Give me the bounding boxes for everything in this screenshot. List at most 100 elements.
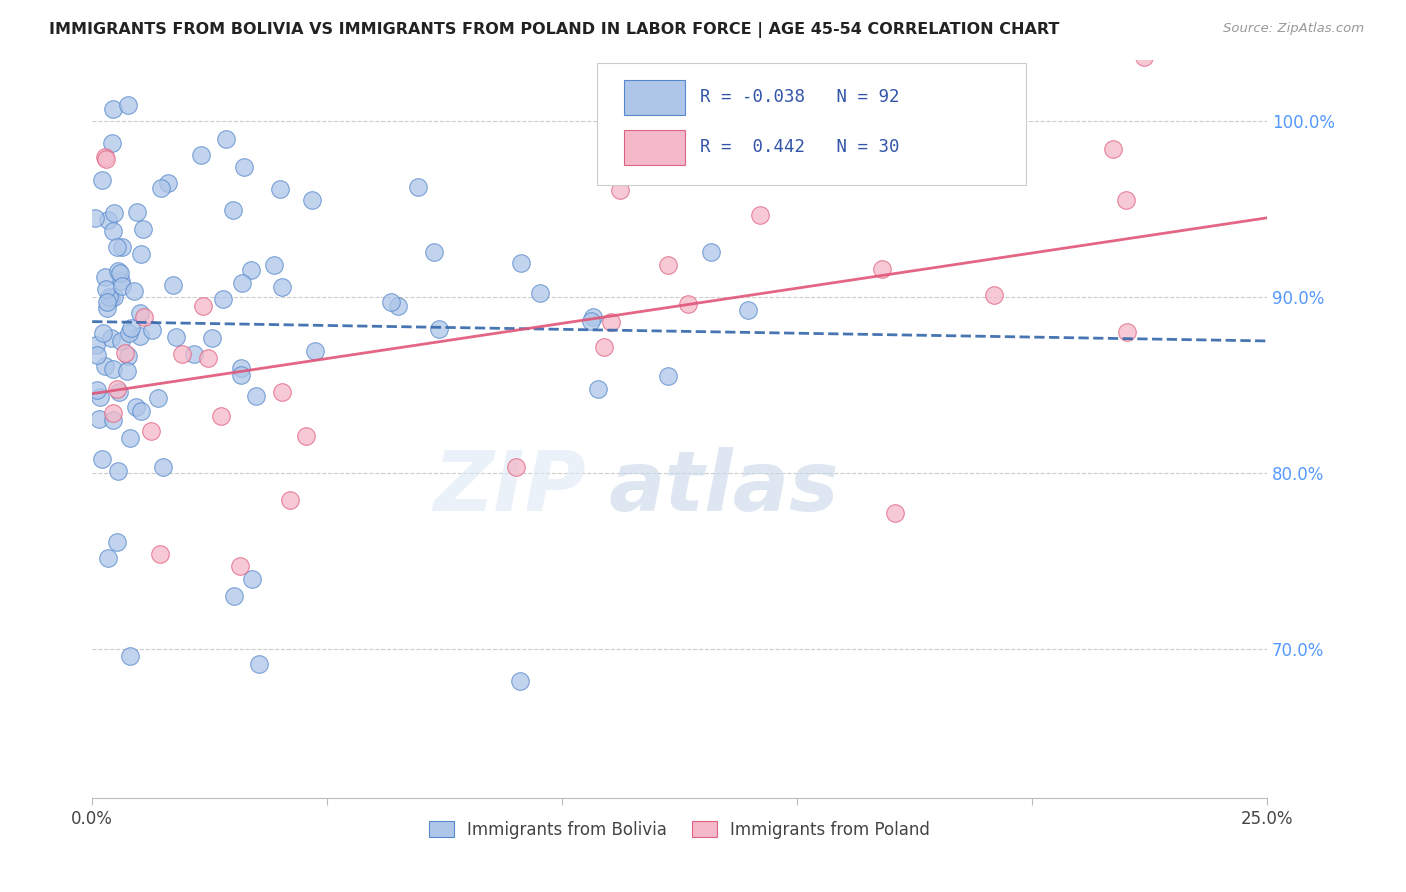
Point <box>215 132 238 146</box>
Text: Source: ZipAtlas.com: Source: ZipAtlas.com <box>1223 22 1364 36</box>
Point <box>1115 325 1137 339</box>
Point <box>172 347 194 361</box>
Point <box>737 303 759 318</box>
Point <box>510 256 533 270</box>
Point <box>149 547 172 561</box>
Point <box>271 280 294 294</box>
Text: ZIP: ZIP <box>433 448 585 528</box>
Point <box>93 150 115 164</box>
Point <box>657 369 679 384</box>
Text: R =  0.442   N = 30: R = 0.442 N = 30 <box>700 138 898 156</box>
Point <box>380 294 402 309</box>
Point <box>870 262 893 277</box>
Text: R = -0.038   N = 92: R = -0.038 N = 92 <box>700 88 898 106</box>
Point <box>212 292 235 306</box>
Point <box>117 349 139 363</box>
Point <box>263 258 285 272</box>
Point <box>657 258 679 272</box>
Bar <box>624 129 685 165</box>
Point <box>129 328 152 343</box>
Point <box>129 306 152 320</box>
Point <box>245 389 267 403</box>
Point <box>529 286 551 301</box>
Point <box>101 406 124 420</box>
Point <box>231 277 253 291</box>
Point <box>97 550 120 565</box>
Point <box>162 277 184 292</box>
Point <box>231 368 253 382</box>
Point <box>229 360 252 375</box>
Point <box>118 431 141 445</box>
Point <box>89 412 111 426</box>
Point <box>101 102 124 116</box>
Point <box>582 310 605 325</box>
Point <box>111 278 134 293</box>
Point <box>131 222 153 236</box>
Point <box>247 657 270 672</box>
Point <box>586 382 609 396</box>
Point <box>100 330 122 344</box>
Point <box>423 244 446 259</box>
Point <box>301 193 323 207</box>
Point <box>96 152 118 166</box>
Point <box>118 648 141 663</box>
Point <box>146 391 169 405</box>
Point <box>278 492 301 507</box>
Text: atlas: atlas <box>609 448 839 528</box>
Point <box>700 245 723 260</box>
Point <box>240 573 263 587</box>
Point <box>599 315 621 329</box>
FancyBboxPatch shape <box>598 63 1026 186</box>
Point <box>294 429 316 443</box>
Point <box>83 211 105 225</box>
Point <box>211 409 233 423</box>
Point <box>191 299 214 313</box>
Point <box>132 310 155 324</box>
Point <box>165 329 187 343</box>
Point <box>129 247 152 261</box>
Point <box>110 334 132 348</box>
Point <box>100 291 122 305</box>
Point <box>105 382 128 396</box>
Point <box>406 180 429 194</box>
Point <box>183 346 205 360</box>
Point <box>111 240 134 254</box>
Point <box>96 301 118 316</box>
Point <box>103 290 125 304</box>
Point <box>96 282 118 296</box>
Point <box>89 390 111 404</box>
Point <box>97 213 120 227</box>
Point <box>190 148 212 162</box>
Point <box>96 294 118 309</box>
Point <box>228 559 250 574</box>
Point <box>592 340 614 354</box>
Point <box>222 590 245 604</box>
Point <box>201 331 224 345</box>
Point <box>156 176 179 190</box>
Point <box>197 351 219 365</box>
Point <box>125 204 148 219</box>
Point <box>107 264 129 278</box>
Point <box>1115 193 1137 207</box>
Point <box>101 412 124 426</box>
Point <box>304 343 326 358</box>
Point <box>387 300 409 314</box>
Point <box>122 284 145 298</box>
Point <box>117 98 139 112</box>
Point <box>115 364 138 378</box>
Point <box>1133 50 1156 64</box>
Point <box>609 183 631 197</box>
Point <box>118 326 141 340</box>
Point <box>222 202 245 217</box>
Legend: Immigrants from Bolivia, Immigrants from Poland: Immigrants from Bolivia, Immigrants from… <box>422 814 936 846</box>
Point <box>90 451 112 466</box>
Point <box>1101 142 1123 156</box>
Point <box>271 385 294 400</box>
Point <box>103 205 125 219</box>
Point <box>505 459 527 474</box>
Point <box>232 160 254 174</box>
Point <box>983 288 1005 302</box>
Point <box>105 535 128 549</box>
Point <box>94 270 117 285</box>
Point <box>124 400 146 414</box>
